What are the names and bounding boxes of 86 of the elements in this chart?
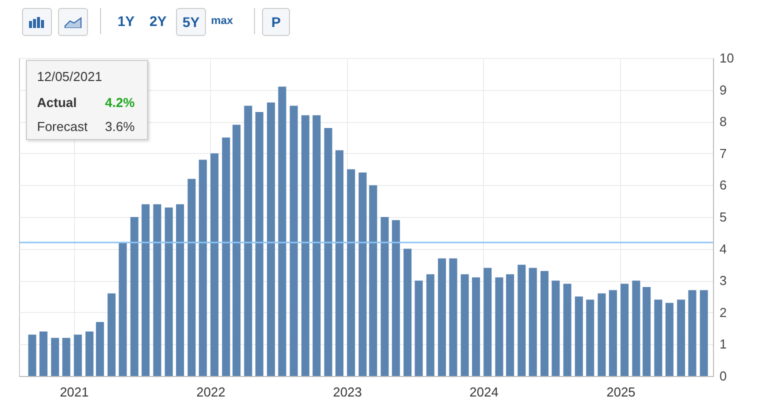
bar [688,290,696,376]
bar [540,271,548,376]
bar [598,293,606,376]
bar [472,277,480,376]
bar [96,322,104,376]
bar [210,153,218,376]
bar [438,258,446,376]
bar [198,160,207,376]
bar [74,334,82,376]
bar [108,293,116,376]
bar [85,331,94,376]
text: 1Y [116,12,136,31]
bar [677,300,686,376]
bar [518,264,526,376]
bar [244,106,252,376]
y-tick-label: 0 [720,368,727,384]
bar [222,138,230,376]
bar [449,258,458,376]
x-tick-label: 2022 [196,384,226,400]
bar [62,338,70,376]
bar [380,217,389,376]
bar [665,302,674,376]
bar [335,150,344,376]
bar [188,178,196,376]
bar [484,268,492,376]
annotation: Forecast [37,119,88,134]
bar [51,338,60,376]
bar [460,274,469,376]
bar [312,115,321,376]
y-tick-label: 3 [720,273,727,288]
y-tick-label: 9 [720,82,727,98]
bar [574,296,583,376]
y-tick-label: 10 [720,50,734,66]
bar [290,106,298,376]
bar [552,280,560,376]
x-tick-label: 2021 [60,384,89,400]
bar [347,169,356,376]
bar [142,204,150,376]
bar [528,268,537,376]
annotation: 12/05/2021 [37,69,102,84]
bar [404,248,412,376]
bar [266,102,275,376]
bar [620,284,629,376]
bar [654,300,662,376]
bar [153,204,162,376]
bar [414,280,423,376]
bar [632,280,640,376]
x-tick-label: 2024 [470,384,498,400]
bar [278,86,286,376]
y-tick-label: 6 [720,178,727,193]
bar [392,220,400,376]
y-tick-label: 8 [720,114,727,130]
annotation: 4.2% [105,95,135,110]
bar [232,124,241,376]
bar [255,112,264,376]
bar [495,277,504,376]
bar [506,274,514,376]
bar [358,172,367,376]
bar [369,185,378,376]
bar [608,290,617,376]
bar [176,204,184,376]
y-tick-label: 2 [720,304,727,320]
x-tick-label: 2023 [332,384,362,400]
y-tick-label: 7 [720,146,727,161]
text: P [262,8,290,36]
bar [642,286,651,376]
bar [130,217,138,376]
bar [39,331,48,376]
text: max [210,14,234,29]
bar [301,115,310,376]
bar [28,334,36,376]
y-tick-label: 1 [720,336,727,352]
y-tick-label: 5 [720,210,727,224]
bar [164,207,173,376]
bar [563,284,572,376]
y-tick-label: 4 [720,241,727,256]
annotation: 3.6% [105,119,135,134]
x-tick-label: 2025 [606,384,636,400]
bar [426,274,434,376]
bar [118,242,127,376]
bar [700,290,708,376]
annotation: Actual [37,95,77,110]
text: 5Y [176,8,206,36]
bar [586,300,594,376]
text: 2Y [148,12,168,31]
bar [324,128,332,376]
